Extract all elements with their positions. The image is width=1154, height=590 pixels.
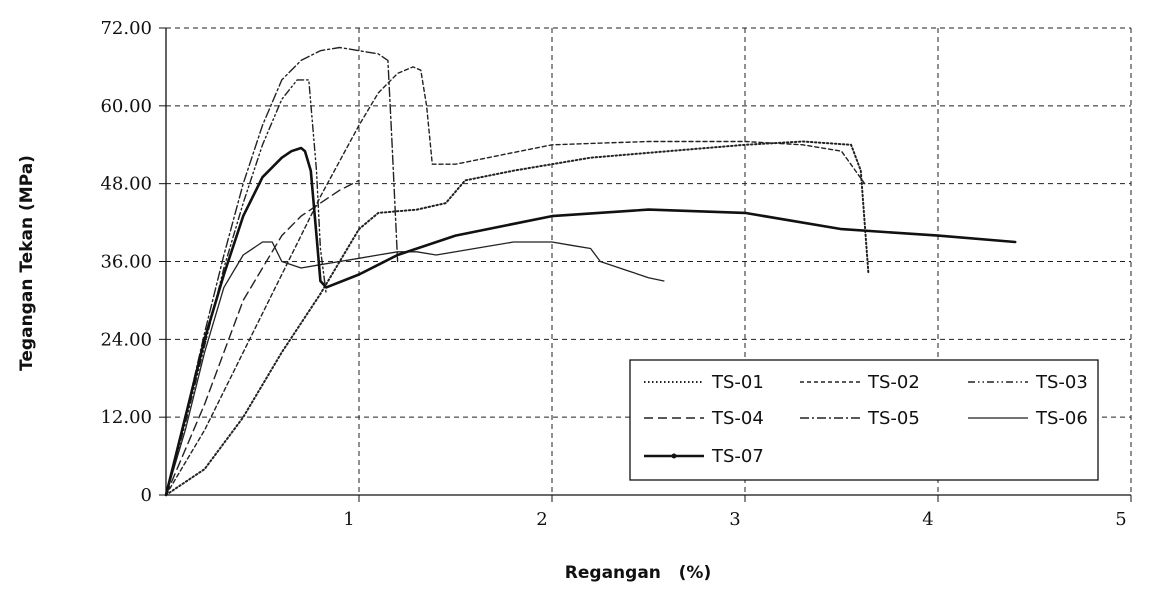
legend-label-ts-03: TS-03 (1035, 372, 1088, 393)
tick-labels: 0 12.00 24.00 36.00 48.00 60.00 72.00 1 2 3 4 5 (100, 18, 1126, 530)
y-tick-label: 60.00 (100, 96, 152, 117)
series-lines (164, 46, 1017, 497)
x-tick-label: 5 (1115, 509, 1126, 530)
x-tick-label: 4 (922, 509, 933, 530)
legend-label-ts-02: TS-02 (867, 372, 920, 393)
legend-label-ts-06: TS-06 (1035, 408, 1088, 429)
legend-label-ts-07: TS-07 (711, 446, 764, 467)
series-line-ts-07 (164, 146, 1017, 497)
series-line-ts-02 (165, 66, 866, 496)
axes (159, 27, 1132, 502)
y-tick-label: 12.00 (100, 407, 152, 428)
series-line-ts-05 (165, 46, 399, 496)
legend-label-ts-01: TS-01 (711, 372, 764, 393)
y-tick-label: 36.00 (100, 252, 152, 273)
x-tick-label: 1 (343, 509, 354, 530)
y-tick-label: 24.00 (100, 329, 152, 350)
legend-label-ts-05: TS-05 (867, 408, 920, 429)
series-line-ts-06 (165, 241, 665, 496)
series-line-ts-03 (165, 79, 327, 496)
x-tick-label: 3 (729, 509, 740, 530)
x-axis-title: Regangan (%) (565, 563, 711, 583)
x-tick-label: 2 (536, 509, 547, 530)
legend-label-ts-04: TS-04 (711, 408, 764, 429)
legend: TS-01 TS-02 TS-03 TS-04 TS-05 TS-06 TS-07 (629, 359, 1099, 481)
y-axis-title: Tegangan Tekan (MPa) (17, 155, 37, 371)
legend-marker (671, 453, 677, 459)
series-line-ts-04 (165, 179, 360, 496)
y-tick-label: 72.00 (100, 18, 152, 39)
legend-box (629, 359, 1099, 481)
y-tick-label: 48.00 (100, 174, 152, 195)
series-line-ts-01 (165, 140, 870, 496)
y-tick-label: 0 (141, 485, 152, 506)
